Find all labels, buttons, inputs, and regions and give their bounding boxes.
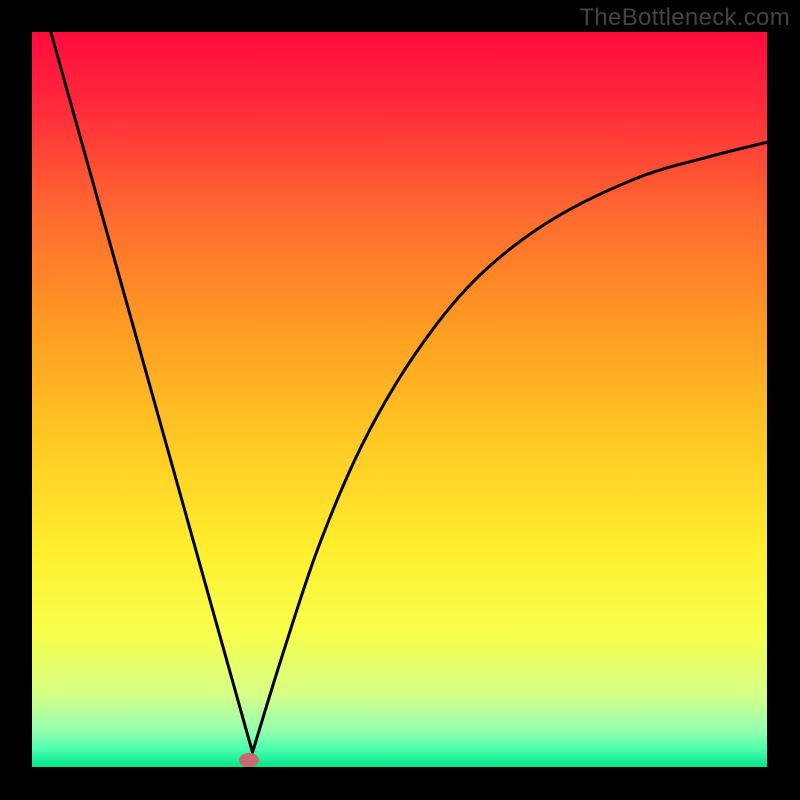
- bottleneck-curve: [32, 32, 767, 767]
- chart-plot-area: [32, 32, 767, 767]
- curve-path: [47, 32, 767, 752]
- watermark-text: TheBottleneck.com: [579, 4, 790, 32]
- minimum-marker: [239, 753, 259, 767]
